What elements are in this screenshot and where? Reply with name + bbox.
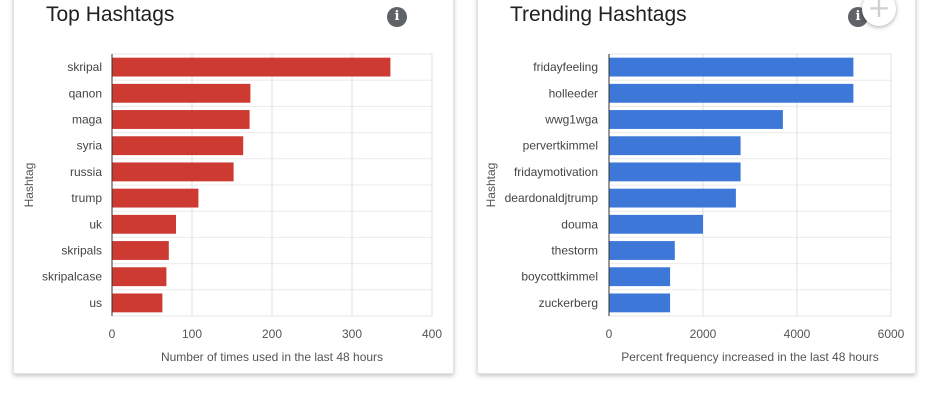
x-tick-label: 300	[342, 327, 362, 341]
bar	[112, 188, 199, 208]
x-tick-label: 400	[422, 327, 442, 341]
category-label: skripalcase	[42, 270, 102, 284]
bar	[609, 57, 854, 77]
category-label: boycottkimmel	[521, 270, 598, 284]
category-label: russia	[70, 165, 102, 179]
category-label: syria	[77, 139, 103, 153]
category-label: qanon	[69, 86, 102, 100]
x-tick-label: 100	[182, 327, 202, 341]
bar	[112, 110, 250, 129]
bar	[112, 267, 167, 287]
x-tick-label: 200	[262, 327, 282, 341]
bar	[609, 83, 854, 103]
bar	[112, 293, 163, 313]
bar	[112, 241, 169, 260]
bar	[609, 241, 675, 260]
bar	[609, 293, 671, 313]
x-tick-label: 0	[109, 327, 116, 341]
x-axis-label: Percent frequency increased in the last …	[621, 350, 878, 364]
category-label: trump	[71, 191, 102, 205]
category-label: pervertkimmel	[523, 139, 598, 153]
category-label: uk	[89, 217, 103, 231]
bar	[609, 267, 671, 287]
bar	[609, 162, 741, 182]
category-label: fridaymotivation	[514, 165, 598, 179]
category-label: douma	[561, 217, 598, 231]
category-label: us	[89, 296, 102, 310]
bar	[112, 162, 234, 182]
x-tick-label: 6000	[878, 327, 905, 341]
category-label: holleeder	[549, 86, 598, 100]
x-tick-label: 4000	[784, 327, 811, 341]
x-axis-label: Number of times used in the last 48 hour…	[161, 350, 383, 364]
category-label: skripals	[61, 244, 102, 258]
category-label: wwg1wga	[544, 113, 598, 127]
bar	[112, 57, 391, 77]
card-title: Top Hashtags	[46, 3, 175, 26]
category-label: fridayfeeling	[533, 60, 598, 74]
info-icon[interactable]: i	[387, 7, 407, 27]
bar	[609, 214, 703, 234]
bar	[609, 110, 783, 129]
bar	[609, 188, 736, 208]
category-label: skripal	[67, 60, 102, 74]
y-axis-label: Hashtag	[22, 163, 36, 208]
category-label: deardonaldjtrump	[505, 191, 599, 205]
x-tick-label: 2000	[690, 327, 717, 341]
bar	[112, 136, 244, 156]
bar	[112, 214, 176, 234]
y-axis-label: Hashtag	[484, 163, 498, 208]
plus-icon[interactable]: +	[862, 0, 896, 26]
x-tick-label: 0	[606, 327, 613, 341]
category-label: thestorm	[551, 244, 598, 258]
category-label: maga	[72, 113, 102, 127]
bar	[112, 83, 251, 103]
card-title: Trending Hashtags	[510, 3, 687, 26]
category-label: zuckerberg	[539, 296, 598, 310]
bar	[609, 136, 741, 156]
